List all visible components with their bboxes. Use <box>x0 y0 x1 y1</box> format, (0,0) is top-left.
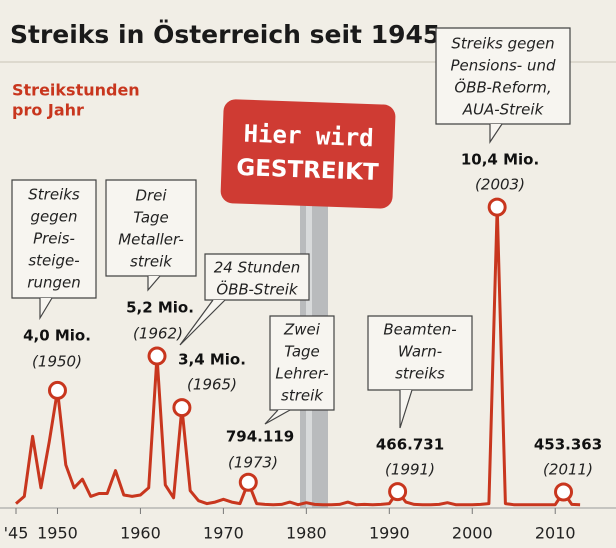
value-label: 4,0 Mio. <box>23 327 91 345</box>
data-point <box>238 472 258 492</box>
annotation-text: Lehrer- <box>275 365 328 383</box>
annotation-text: Warn- <box>398 343 442 361</box>
sign-plate <box>220 99 396 209</box>
year-label: (1950) <box>32 353 82 371</box>
value-label: 10,4 Mio. <box>461 151 539 169</box>
annotation-text: ÖBB-Reform, <box>454 78 551 97</box>
year-label: (1991) <box>385 461 435 479</box>
data-point <box>388 482 408 502</box>
annotation-text: AUA-Streik <box>462 101 545 119</box>
callout-pointer <box>399 389 413 429</box>
data-point <box>172 398 192 418</box>
x-tick-label: 1980 <box>286 524 327 543</box>
y-axis-label: Streikstunden <box>12 81 140 100</box>
annotation-text: Streiks gegen <box>451 35 554 53</box>
annotation-text: Zwei <box>283 321 321 339</box>
annotation-text: Pensions- und <box>451 57 556 75</box>
data-point <box>487 197 507 217</box>
sign-board: Hier wird GESTREIKT <box>220 99 396 209</box>
annotation-text: 24 Stunden <box>214 259 301 277</box>
chart-title: Streiks in Österreich seit 1945 <box>10 19 440 49</box>
callout-box <box>269 315 335 411</box>
year-label: (1962) <box>133 325 183 343</box>
callout-box <box>435 27 571 125</box>
callout-pointer <box>39 297 53 321</box>
annotation-text: Tage <box>133 209 169 227</box>
x-tick-label: 1950 <box>37 524 78 543</box>
data-line <box>15 205 581 507</box>
annotation-text: Tage <box>284 343 320 361</box>
value-label: 3,4 Mio. <box>178 351 246 369</box>
callout-box <box>11 179 97 299</box>
annotation-text: rungen <box>27 274 80 292</box>
value-label: 794.119 <box>226 428 294 446</box>
annotation-text: streik <box>281 387 324 405</box>
annotation-text: Streiks <box>28 186 80 204</box>
value-label: 5,2 Mio. <box>126 299 194 317</box>
sign-text: Hier wird <box>243 120 374 153</box>
annotation-text: streik <box>130 253 173 271</box>
annotation-text: streiks <box>395 365 445 383</box>
x-tick-label: 2010 <box>535 524 576 543</box>
year-label: (2011) <box>543 461 593 479</box>
data-point <box>554 482 574 502</box>
annotation-text: steige- <box>28 252 79 270</box>
year-label: (2003) <box>475 176 525 194</box>
annotation-text: Beamten- <box>383 321 456 339</box>
data-point <box>147 346 167 366</box>
annotation-text: ÖBB-Streik <box>216 280 299 299</box>
x-tick-label: '45 <box>4 524 29 543</box>
callout-pointer <box>489 123 503 144</box>
x-tick-label: 2000 <box>452 524 493 543</box>
annotation-text: Preis- <box>33 230 75 248</box>
x-tick-label: 1960 <box>120 524 161 543</box>
year-label: (1965) <box>187 376 237 394</box>
callout-pointer <box>264 409 291 425</box>
callout-pointer <box>147 275 161 292</box>
annotation-text: Metaller- <box>118 231 184 249</box>
sign-text: GESTREIKT <box>236 155 379 186</box>
annotation-text: gegen <box>30 208 77 226</box>
x-tick-label: 1990 <box>369 524 410 543</box>
callout-box <box>105 179 197 277</box>
callout-box <box>367 315 473 391</box>
y-axis-label: pro Jahr <box>12 101 84 120</box>
data-point <box>47 380 67 400</box>
value-label: 453.363 <box>534 436 602 454</box>
callout-box <box>204 253 310 301</box>
callout-pointer <box>179 299 226 346</box>
value-label: 466.731 <box>376 436 444 454</box>
annotation-text: Drei <box>135 187 167 205</box>
x-tick-label: 1970 <box>203 524 244 543</box>
year-label: (1973) <box>228 454 278 472</box>
